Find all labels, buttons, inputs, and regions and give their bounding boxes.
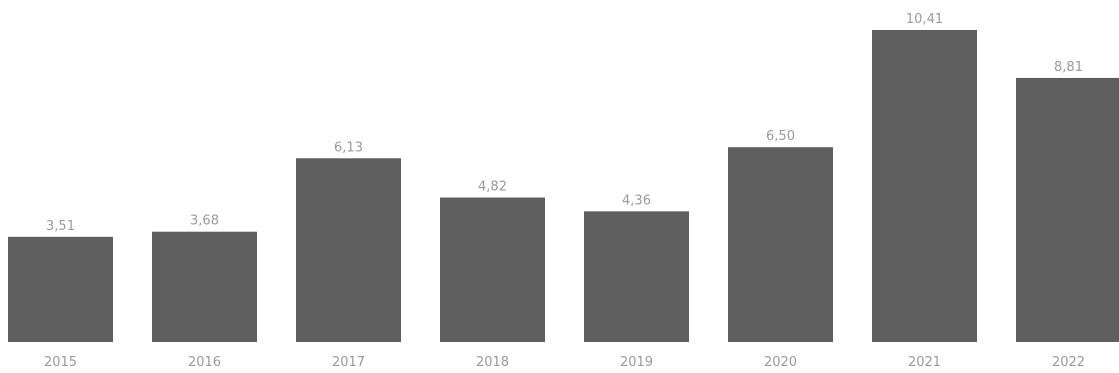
value-label-2022: 8,81 <box>1054 60 1083 75</box>
x-tick-label-2020: 2020 <box>764 355 797 370</box>
x-tick-label-2019: 2019 <box>620 355 653 370</box>
bar-2016 <box>152 231 257 342</box>
value-label-2020: 6,50 <box>766 129 795 144</box>
bar-2018 <box>440 197 545 342</box>
value-label-2019: 4,36 <box>622 193 651 208</box>
x-tick-label-2015: 2015 <box>44 355 77 370</box>
bar-2015 <box>8 236 113 342</box>
x-tick-label-2016: 2016 <box>188 355 221 370</box>
bar-2019 <box>584 211 689 342</box>
value-label-group: 3,51 3,68 6,13 4,82 4,36 6,50 10,41 8,81 <box>46 12 1083 234</box>
x-tick-label-2017: 2017 <box>332 355 365 370</box>
bar-2020 <box>728 147 833 342</box>
bar-2022 <box>1016 77 1119 342</box>
value-label-2021: 10,41 <box>906 12 943 27</box>
bar-2021 <box>872 30 977 342</box>
x-axis-tick-group: 2015 2016 2017 2018 2019 2020 2021 2022 <box>44 355 1085 370</box>
value-label-2018: 4,82 <box>478 180 507 195</box>
x-tick-label-2022: 2022 <box>1052 355 1085 370</box>
x-tick-label-2021: 2021 <box>908 355 941 370</box>
value-label-2015: 3,51 <box>46 219 75 234</box>
value-label-2016: 3,68 <box>190 214 219 229</box>
x-tick-label-2018: 2018 <box>476 355 509 370</box>
bar-2017 <box>296 158 401 342</box>
value-label-2017: 6,13 <box>334 140 363 155</box>
bar-group <box>8 30 1119 342</box>
